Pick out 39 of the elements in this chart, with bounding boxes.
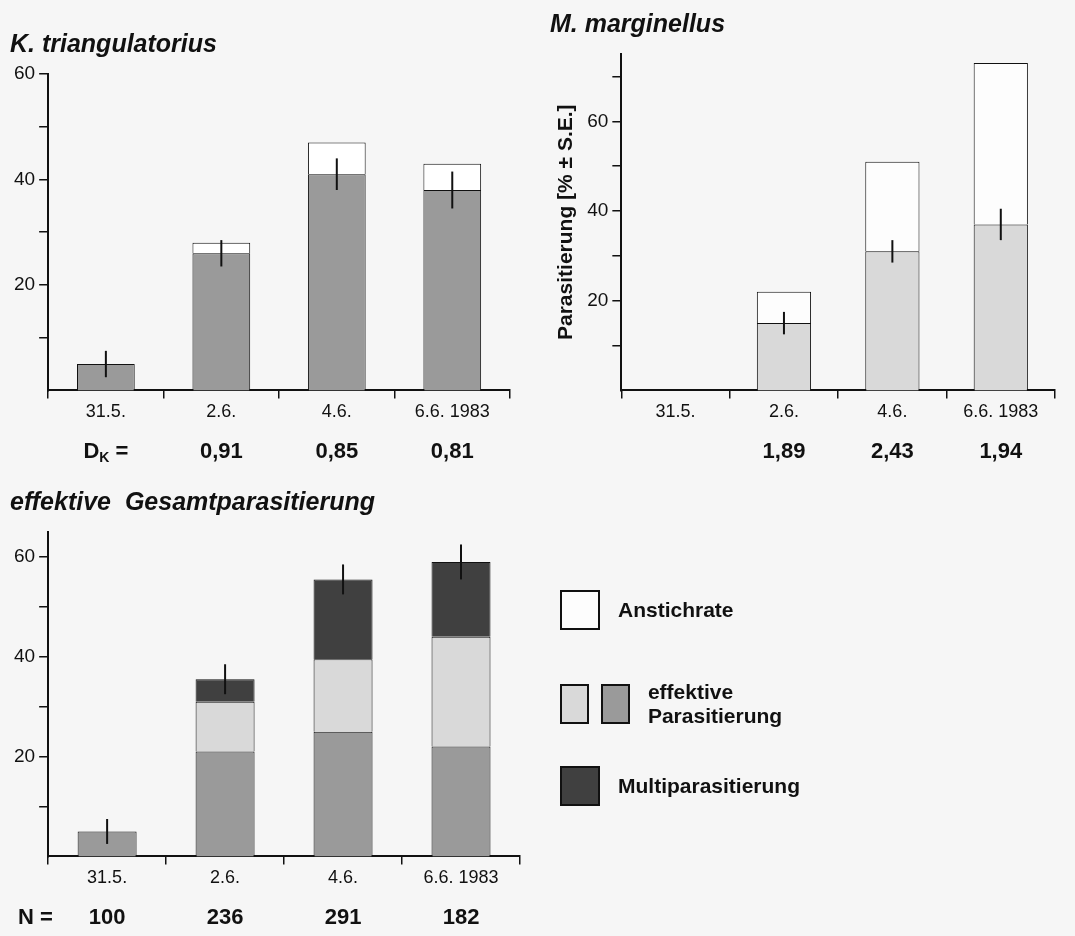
x-tick-label: 4.6.: [877, 401, 908, 422]
y-tick-label: 60: [13, 62, 36, 84]
text: 182: [442, 904, 480, 930]
text: 1,89: [762, 438, 806, 464]
chart-title: effektive Gesamtparasitierung: [10, 486, 375, 515]
text: 100: [88, 904, 126, 930]
text: Anstichrate: [618, 598, 734, 622]
chart-title: K. triangulatorius: [10, 28, 218, 57]
x-tick-label: 4.6.: [328, 867, 359, 888]
y-axis-title: Parasitierung [% ± S.E.]: [553, 104, 577, 340]
x-tick-label: 6.6. 1983: [423, 867, 499, 888]
text: N =: [18, 904, 53, 930]
x-tick-label: 2.6.: [206, 401, 237, 422]
legend-label: effektive Parasitierung: [647, 680, 784, 728]
x-tick-label: 6.6. 1983: [414, 401, 490, 422]
y-tick-label: 20: [13, 273, 36, 295]
text: 1,94: [979, 438, 1023, 464]
y-tick-label: 20: [13, 744, 36, 766]
text: 0,81: [430, 438, 474, 464]
text: 0,85: [315, 438, 359, 464]
x-tick-label: 31.5.: [655, 401, 696, 422]
x-tick-label: 6.6. 1983: [963, 401, 1039, 422]
x-tick-label: 4.6.: [321, 401, 352, 422]
x-tick-label: 31.5.: [87, 867, 128, 888]
x-tick-label: 2.6.: [210, 867, 241, 888]
text: 291: [324, 904, 362, 930]
y-tick-label: 40: [13, 645, 36, 666]
text: 236: [206, 904, 244, 930]
text: 0,91: [199, 438, 243, 464]
y-tick-label: 40: [13, 167, 36, 189]
y-tick-label: 60: [13, 545, 36, 567]
y-tick-label: 20: [587, 288, 609, 310]
legend-label: Multiparasitierung: [618, 774, 801, 798]
y-tick-label: 40: [587, 199, 609, 221]
chart-title: M. marginellus: [550, 8, 726, 37]
x-tick-label: 31.5.: [85, 401, 126, 422]
x-tick-label: 2.6.: [768, 401, 799, 422]
y-tick-label: 60: [587, 109, 609, 131]
text: 2,43: [870, 438, 914, 464]
